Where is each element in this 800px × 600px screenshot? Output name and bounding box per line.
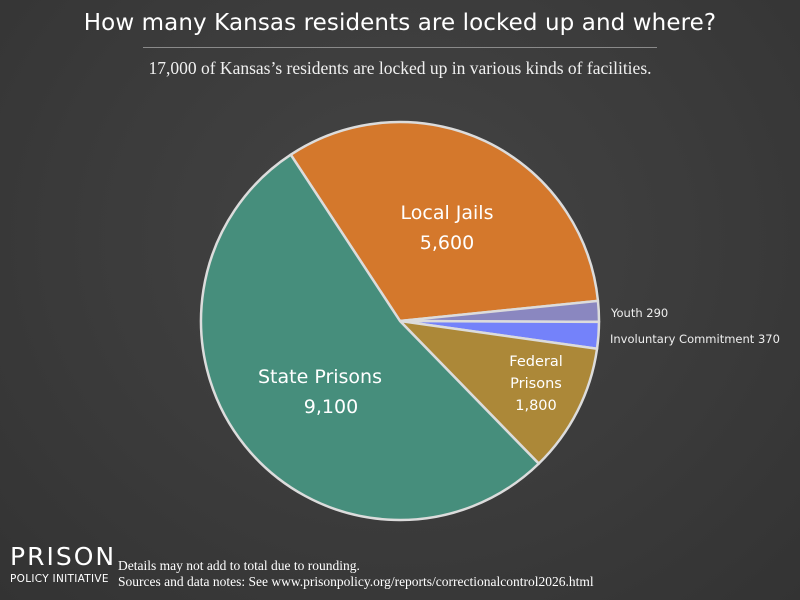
footer-notes: Details may not add to total due to roun… bbox=[118, 558, 594, 590]
rounding-note: Details may not add to total due to roun… bbox=[118, 558, 360, 573]
label-local-jails-name: Local Jails bbox=[401, 202, 494, 224]
chart-title: How many Kansas residents are locked up … bbox=[83, 10, 717, 36]
pie-slice-federal-prisons bbox=[398, 319, 599, 465]
label-state-prisons-value: 9,100 bbox=[304, 396, 358, 418]
logo-line1: PRISON bbox=[10, 542, 117, 571]
logo-line2: POLICY INITIATIVE bbox=[10, 573, 109, 585]
pie-slice-state-prisons bbox=[199, 153, 541, 522]
prison-policy-initiative-logo: PRISON POLICY INITIATIVE bbox=[10, 544, 116, 586]
pie-slices bbox=[199, 120, 601, 522]
label-local-jails-value: 5,600 bbox=[420, 232, 474, 254]
sources-note: Sources and data notes: See www.prisonpo… bbox=[118, 574, 594, 589]
label-involuntary-commitment: Involuntary Commitment 370 bbox=[610, 332, 780, 346]
label-federal-prisons-line2: Prisons bbox=[510, 376, 562, 392]
label-youth: Youth 290 bbox=[610, 306, 668, 320]
label-federal-prisons-value: 1,800 bbox=[515, 398, 557, 414]
chart-subtitle: 17,000 of Kansas’s residents are locked … bbox=[148, 58, 652, 78]
label-state-prisons-name: State Prisons bbox=[258, 366, 382, 388]
title-divider bbox=[143, 47, 657, 48]
label-federal-prisons-line1: Federal bbox=[509, 354, 562, 370]
